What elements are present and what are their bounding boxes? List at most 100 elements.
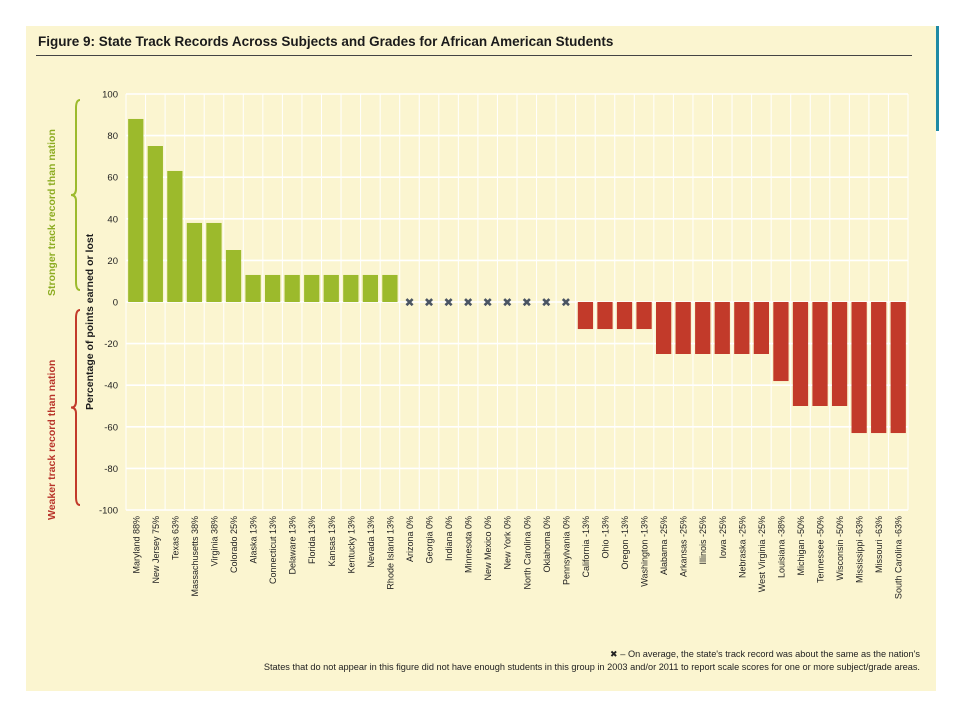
bar — [773, 302, 789, 382]
bar — [695, 302, 711, 354]
bar — [636, 302, 652, 330]
bar — [675, 302, 691, 354]
weaker-track-record-label: Weaker track record than nation — [46, 359, 58, 520]
bar — [656, 302, 672, 354]
accent-bar — [936, 26, 939, 131]
y-tick-label: 100 — [102, 90, 118, 101]
bar — [304, 274, 320, 302]
footnote-missing-states: States that do not appear in this figure… — [263, 662, 920, 672]
x-tick-label: Oklahoma 0% — [542, 516, 552, 573]
bar — [186, 222, 203, 302]
chart-title: Figure 9: State Track Records Across Sub… — [38, 34, 614, 49]
x-tick-label: Louisiana -38% — [776, 516, 786, 578]
x-tick-label: Michigan -50% — [796, 516, 806, 576]
bars: ✖ ✖ ✖ ✖ ✖ ✖ ✖ ✖ ✖ — [128, 118, 906, 434]
x-tick-label: Kansas 13% — [327, 516, 337, 567]
braces — [70, 99, 81, 506]
stronger-brace — [70, 99, 81, 291]
x-tick-label: New York 0% — [503, 516, 513, 570]
x-tick-label: Minnesota 0% — [464, 516, 474, 573]
no-difference-marker: ✖ — [561, 296, 571, 310]
no-difference-marker: ✖ — [463, 296, 473, 310]
bar — [734, 302, 750, 354]
x-tick-label: Massachusetts 38% — [190, 516, 200, 597]
x-tick-label: Kentucky 13% — [346, 516, 356, 574]
x-tick-label: Washington -13% — [640, 516, 650, 587]
x-tick-label: Wisconsin -50% — [835, 516, 845, 581]
stronger-track-record-label: Stronger track record than nation — [46, 129, 58, 296]
weaker-brace — [70, 309, 81, 506]
bar — [831, 302, 848, 406]
x-tick-label: Alaska 13% — [249, 516, 259, 564]
title-rule — [36, 55, 912, 56]
no-difference-marker: ✖ — [404, 296, 414, 310]
x-tick-label: Nevada 13% — [366, 516, 376, 568]
x-tick-label: Tennessee -50% — [816, 516, 826, 583]
x-tick-label: Maryland 88% — [131, 516, 141, 574]
bar — [225, 250, 242, 302]
y-tick-labels: 100 80 60 40 20 0 -20 -40 -60 -80 -100 — [99, 90, 118, 517]
bar — [851, 302, 867, 434]
y-tick-label: -60 — [104, 422, 118, 433]
footnote-marker-legend: ✖ – On average, the state's track record… — [610, 649, 920, 659]
bar — [284, 274, 300, 302]
x-tick-label: Pennsylvania 0% — [561, 516, 571, 585]
bar — [577, 302, 594, 330]
no-difference-marker: ✖ — [424, 296, 434, 310]
gridlines — [125, 93, 909, 511]
x-tick-label: Arizona 0% — [405, 516, 415, 562]
x-tick-label: Connecticut 13% — [268, 516, 278, 584]
x-tick-label: New Mexico 0% — [483, 516, 493, 581]
bar — [362, 274, 378, 302]
y-tick-label: -40 — [104, 381, 118, 392]
y-tick-label: 40 — [107, 214, 118, 225]
y-tick-label: 60 — [107, 173, 118, 184]
bar — [323, 274, 339, 302]
bar — [147, 146, 163, 302]
x-tick-label: Virginia 38% — [209, 516, 219, 566]
no-difference-marker: ✖ — [522, 296, 532, 310]
x-tick-label: Alabama -25% — [659, 516, 669, 575]
x-tick-label: Indiana 0% — [444, 516, 454, 561]
bar — [753, 302, 769, 354]
bar — [812, 302, 828, 406]
x-tick-label: Ohio -13% — [600, 516, 610, 559]
y-axis-label: Percentage of points earned or lost — [84, 233, 96, 410]
bar — [792, 302, 809, 406]
x-tick-label: Rhode Island 13% — [385, 516, 395, 590]
x-tick-label: West Virginia -25% — [757, 516, 767, 592]
x-tick-label: Colorado 25% — [229, 516, 239, 573]
x-tick-label: Nebraska -25% — [737, 516, 747, 578]
no-difference-marker: ✖ — [502, 296, 512, 310]
x-tick-label: New Jersey 75% — [151, 516, 161, 584]
y-tick-label: 0 — [113, 298, 118, 309]
bar — [616, 302, 633, 330]
no-difference-marker: ✖ — [444, 296, 454, 310]
bar — [206, 222, 222, 302]
x-tick-label: North Carolina 0% — [522, 516, 532, 590]
x-tick-label: Georgia 0% — [425, 516, 435, 564]
no-difference-marker: ✖ — [541, 296, 551, 310]
bar — [871, 302, 887, 434]
y-tick-label: -100 — [99, 506, 118, 517]
x-tick-label: South Carolina -63% — [894, 516, 904, 599]
x-tick-label: Oregon -13% — [620, 516, 630, 570]
no-difference-marker: ✖ — [483, 296, 493, 310]
y-tick-label: 80 — [107, 131, 118, 142]
y-tick-label: -80 — [104, 464, 118, 475]
x-tick-label: Mississippi -63% — [855, 516, 865, 583]
bar — [167, 170, 183, 302]
bar — [245, 274, 261, 302]
x-tick-label: Illinois -25% — [698, 516, 708, 565]
y-tick-label: -20 — [104, 339, 118, 350]
x-tick-label: Florida 13% — [307, 516, 317, 564]
x-tick-label: Texas 63% — [170, 516, 180, 560]
bar — [343, 274, 359, 302]
bar — [890, 302, 906, 434]
bar — [265, 274, 281, 302]
bar — [382, 274, 398, 302]
y-tick-label: 20 — [107, 256, 118, 267]
bar — [597, 302, 613, 330]
